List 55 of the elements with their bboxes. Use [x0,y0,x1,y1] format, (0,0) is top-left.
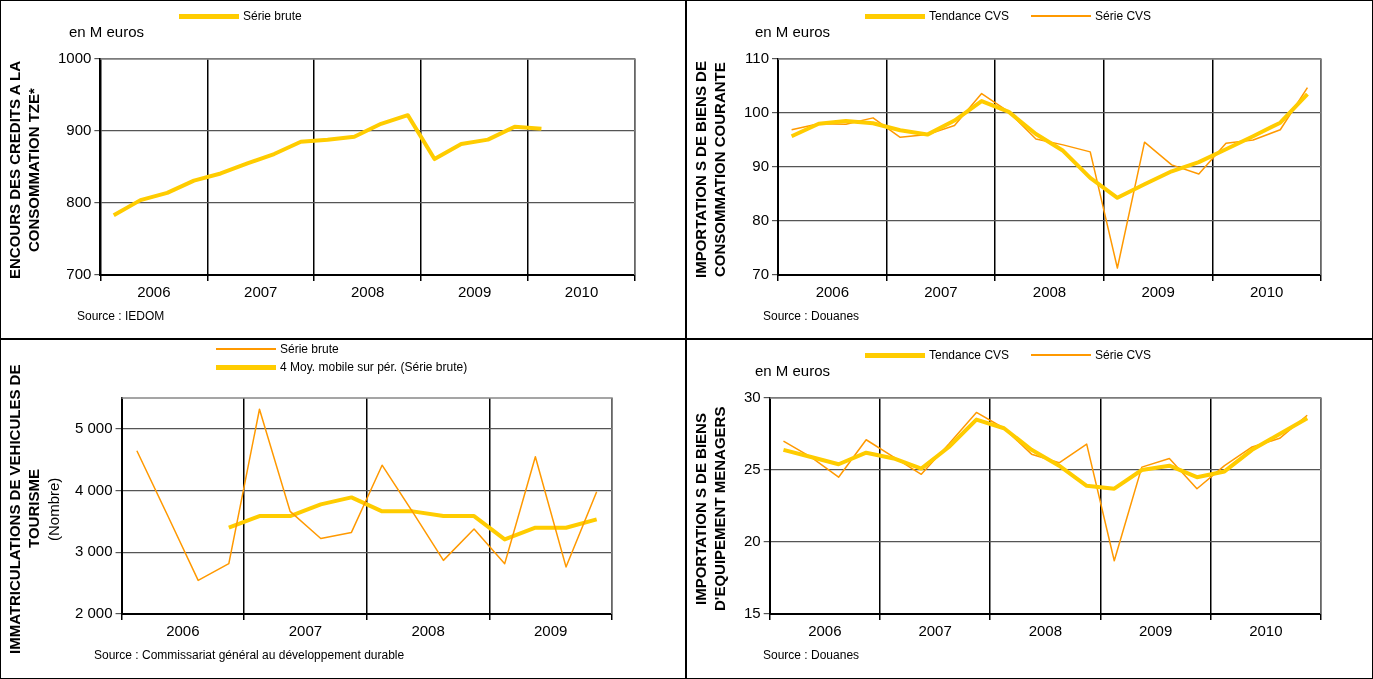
x-tick-label: 2007 [244,283,278,301]
x-tick-label: 2006 [815,283,850,301]
x-tick-label: 2008 [351,283,385,301]
x-tick-label: 2008 [411,622,445,640]
source-note: Source : Douanes [762,309,861,325]
source-note: Source : IEDOM [76,309,166,325]
y-tick-label: 2 000 [74,604,113,622]
legend-label: Série CVS [1095,9,1152,23]
x-tick-label: 2010 [1250,283,1284,301]
y-tick-label: 5 000 [74,419,113,436]
x-tick-label: 2008 [1028,622,1063,640]
y-tick-label: 1000 [57,49,92,67]
y-tick-label: 80 [752,211,770,229]
y-tick-label: 70 [752,265,770,283]
y-tick-label: 20 [744,532,761,550]
legend-label: Tendance CVS [929,9,1010,23]
y-axis-title: en M euros [69,23,145,40]
x-tick-label: 2006 [808,622,842,640]
x-tick-label: 2009 [1138,622,1173,640]
y-tick-label: 30 [744,388,761,406]
x-tick-label: 2006 [137,283,171,301]
x-tick-label: 2009 [1141,283,1175,301]
y-tick-label: 3 000 [74,542,113,560]
y-tick-label: 700 [66,265,92,283]
y-tick-label: 100 [744,103,770,121]
text: ENCOURS DES CREDITS A LA CONSOMMATION TZE* [5,59,43,281]
x-tick-label: 2009 [457,283,492,301]
source-note: Source : Douanes [762,648,861,664]
x-tick-label: 2006 [166,622,200,640]
legend-label: Tendance CVS [929,348,1010,362]
text: IMPORTATION S DE BIENS D'EQUIPEMENT MENAGERS [691,405,729,614]
x-tick-label: 2007 [918,622,952,640]
y-axis-title: (Nombre) [45,476,62,543]
y-tick-label: 25 [744,460,761,478]
y-tick-label: 900 [66,121,92,139]
y-axis-title: en M euros [755,23,831,40]
text: IMPORTATION S DE BIENS DE CONSOMMATION COURANTE [691,60,729,280]
y-tick-label: 4 000 [74,480,113,498]
x-tick-label: 2009 [534,622,568,640]
x-tick-label: 2010 [1249,622,1283,640]
x-tick-label: 2007 [288,622,323,640]
x-tick-label: 2008 [1032,283,1067,301]
y-tick-label: 90 [752,157,770,175]
legend-label: Série brute [243,9,302,23]
x-tick-label: 2007 [924,283,958,301]
x-tick-label: 2010 [564,283,599,301]
y-tick-label: 15 [744,604,761,622]
legend-label: 4 Moy. mobile sur pér. (Série brute) [280,360,468,374]
text: IMMATRICULATIONS DE VEHICULES DE TOURISME [5,363,43,656]
legend-label: Série brute [280,342,339,356]
y-tick-label: 110 [745,49,770,67]
y-tick-label: 800 [66,193,92,211]
source-note: Source : Commissariat général au développement durable [93,648,406,664]
legend-label: Série CVS [1095,348,1152,362]
y-axis-title: en M euros [755,362,831,379]
